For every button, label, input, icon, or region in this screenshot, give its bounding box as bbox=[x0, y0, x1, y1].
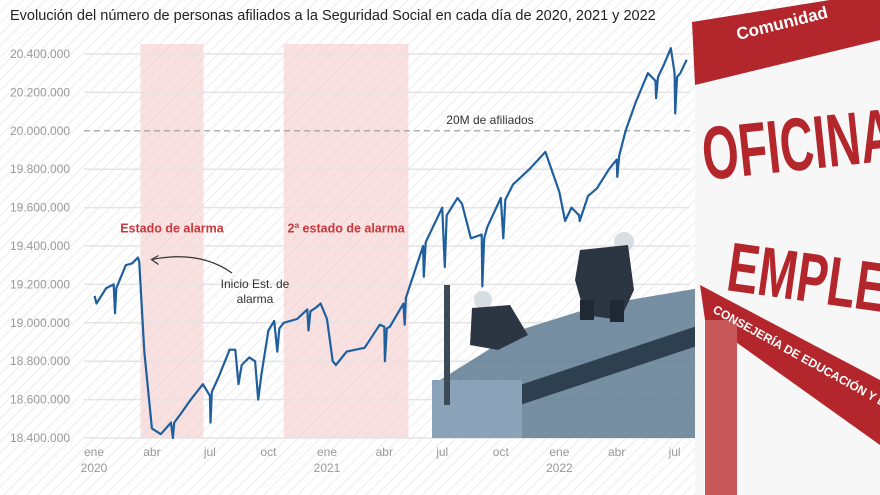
x-tick-label: ene bbox=[317, 445, 337, 459]
annotation-arrowhead bbox=[150, 254, 159, 266]
x-tick-label: jul bbox=[435, 445, 448, 459]
series-line-1 bbox=[93, 47, 688, 440]
x-tick-label: abr bbox=[143, 445, 160, 459]
x-tick-label: oct bbox=[260, 445, 277, 459]
annotation-text: alarma bbox=[237, 292, 274, 306]
y-tick-label: 20.000.000 bbox=[10, 124, 70, 138]
y-tick-label: 18.400.000 bbox=[10, 431, 70, 445]
y-tick-label: 20.400.000 bbox=[10, 47, 70, 61]
x-tick-year: 2020 bbox=[81, 461, 108, 475]
x-tick-label: abr bbox=[376, 445, 393, 459]
shaded-period-1 bbox=[140, 44, 204, 438]
y-tick-label: 19.000.000 bbox=[10, 316, 70, 330]
y-tick-label: 19.600.000 bbox=[10, 201, 70, 215]
x-tick-label: ene bbox=[84, 445, 104, 459]
y-tick-label: 19.400.000 bbox=[10, 239, 70, 253]
y-tick-label: 18.800.000 bbox=[10, 354, 70, 368]
x-tick-year: 2021 bbox=[314, 461, 341, 475]
construction-workers-photo bbox=[432, 232, 700, 438]
shaded-period-label: Estado de alarma bbox=[120, 222, 225, 236]
shaded-period-label: 2ª estado de alarma bbox=[288, 222, 406, 236]
x-tick-year: 2022 bbox=[546, 461, 573, 475]
y-tick-label: 18.600.000 bbox=[10, 393, 70, 407]
x-tick-label: jul bbox=[203, 445, 216, 459]
x-tick-label: jul bbox=[668, 445, 681, 459]
reference-line-label: 20M de afiliados bbox=[446, 113, 533, 127]
y-tick-label: 20.200.000 bbox=[10, 85, 70, 99]
chart-title: Evolución del número de personas afiliad… bbox=[10, 8, 656, 24]
y-tick-label: 19.800.000 bbox=[10, 162, 70, 176]
x-tick-label: abr bbox=[608, 445, 625, 459]
sign-line1-text: OFICINA bbox=[698, 93, 880, 197]
annotation-arrow bbox=[151, 256, 233, 274]
annotation-text: Inicio Est. de bbox=[221, 277, 290, 291]
x-tick-label: oct bbox=[493, 445, 510, 459]
x-tick-label: ene bbox=[549, 445, 569, 459]
y-tick-label: 19.200.000 bbox=[10, 277, 70, 291]
shaded-period-2 bbox=[283, 44, 409, 438]
employment-office-sign-photo: Comunidad OFICINA EMPLEO CONSEJERÍA DE E… bbox=[692, 0, 880, 495]
